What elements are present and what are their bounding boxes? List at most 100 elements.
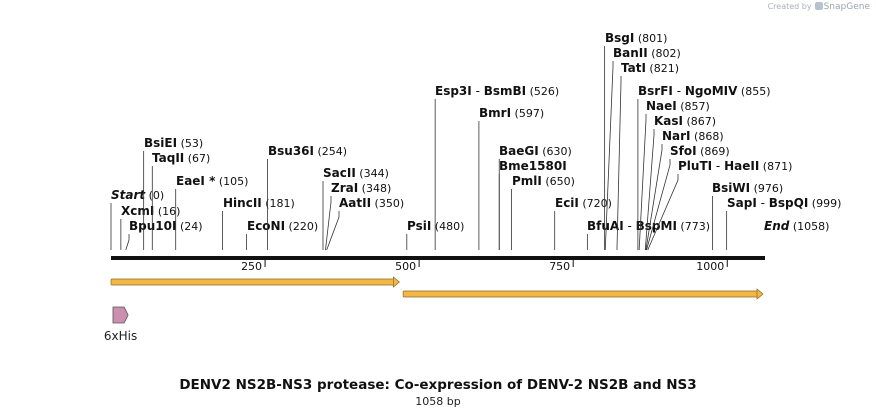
restriction-site-label[interactable]: BsiWI (976) [712,181,783,195]
map-title: DENV2 NS2B-NS3 protease: Co-expression o… [179,377,697,393]
feature-arrowhead[interactable] [756,288,764,300]
enzyme-name: BsrFI [638,84,673,98]
his-tag-feature[interactable] [112,306,129,324]
restriction-site-label[interactable]: NaeI (857) [646,99,710,113]
cut-position: (868) [691,130,724,143]
enzyme-name: HaeII [724,159,759,173]
feature-arrowhead[interactable] [393,276,400,288]
cut-position: (801) [634,32,667,45]
cut-position: (0) [145,189,164,202]
restriction-site-label[interactable]: BmrI (597) [479,106,544,120]
enzyme-name: BaeGI [499,144,539,158]
restriction-site-label[interactable]: KasI (867) [654,114,716,128]
ruler-tick-label: 250 [241,260,262,273]
cut-position: (348) [358,182,391,195]
credit-prefix: Created by [767,2,812,11]
restriction-site-label[interactable]: PluTI - HaeII (871) [678,159,792,173]
restriction-site-label[interactable]: BsrFI - NgoMIV (855) [638,84,771,98]
restriction-site-label[interactable]: End (1058) [764,219,829,233]
cut-position: (597) [511,107,544,120]
restriction-site-label[interactable]: SfoI (869) [670,144,730,158]
cut-position: (630) [539,145,572,158]
ruler-tick-label: 750 [549,260,570,273]
sequence-backbone [111,256,765,260]
cut-position: (480) [431,220,464,233]
cut-position: (869) [697,145,730,158]
cut-position: (67) [184,152,210,165]
enzyme-name: HincII [223,196,262,210]
restriction-site-label[interactable]: BfuAI - BspMI (773) [587,219,710,233]
cut-position: (871) [759,160,792,173]
enzyme-name: Bsu36I [268,144,314,158]
enzyme-name: KasI [654,114,683,128]
restriction-site-label[interactable]: XcmI (16) [121,204,180,218]
enzyme-name: NarI [662,129,691,143]
enzyme-name: PluTI [678,159,712,173]
site-separator: - [624,219,636,233]
his-tag-label: 6xHis [104,329,137,343]
cut-site-line [326,211,340,251]
site-separator: - [673,84,685,98]
enzyme-name: BspMI [636,219,677,233]
restriction-site-label[interactable]: SacII (344) [323,166,389,180]
enzyme-name: NaeI [646,99,677,113]
enzyme-name: SfoI [670,144,697,158]
enzyme-name: PmlI [512,174,542,188]
restriction-site-label[interactable]: Start (0) [111,188,164,202]
cut-position: (976) [750,182,783,195]
enzyme-name: SapI [727,196,757,210]
restriction-site-label[interactable]: TatI (821) [621,61,679,75]
cut-position: (1058) [789,220,829,233]
enzyme-name: NgoMIV [685,84,738,98]
restriction-site-label[interactable]: BaeGI (630) [499,144,572,158]
restriction-site-label[interactable]: Bsu36I (254) [268,144,347,158]
cut-site-line [125,234,130,251]
ruler-tick-label: 1000 [696,260,724,273]
cut-position: (821) [646,62,679,75]
cut-position: (254) [314,145,347,158]
enzyme-name: BsiWI [712,181,750,195]
restriction-site-label[interactable]: EaeI * (105) [176,174,248,188]
cut-position: (855) [737,85,770,98]
restriction-site-label[interactable]: AatII (350) [339,196,404,210]
restriction-site-label[interactable]: Bpu10I (24) [129,219,203,233]
restriction-site-label[interactable]: SapI - BspQI (999) [727,196,841,210]
cut-position: (773) [677,220,710,233]
restriction-site-label[interactable]: NarI (868) [662,129,724,143]
restriction-site-label[interactable]: EciI (720) [555,196,612,210]
restriction-site-label[interactable]: PmlI (650) [512,174,575,188]
enzyme-name: Bme1580I [499,159,567,173]
cut-position: (867) [683,115,716,128]
cut-position: (650) [542,175,575,188]
enzyme-name: EcoNI [247,219,285,233]
restriction-site-label[interactable]: BanII (802) [613,46,681,60]
enzyme-name: EciI [555,196,579,210]
restriction-site-label[interactable]: BsiEI (53) [144,136,203,150]
restriction-site-label[interactable]: PsiI (480) [407,219,464,233]
sequence-length: 1058 bp [415,395,461,408]
restriction-site-label[interactable]: Bme1580I [499,159,567,173]
cut-site-line [325,196,332,251]
site-separator: - [712,159,724,173]
enzyme-name: BspQI [769,196,809,210]
enzyme-name: End [764,219,790,233]
enzyme-name: BsgI [605,31,634,45]
enzyme-name: Bpu10I [129,219,176,233]
restriction-site-label[interactable]: ZraI (348) [331,181,391,195]
feature-arrow[interactable] [402,290,759,298]
restriction-site-label[interactable]: HincII (181) [223,196,295,210]
enzyme-name: TaqII [152,151,184,165]
enzyme-name: BmrI [479,106,511,120]
enzyme-name: PsiI [407,219,431,233]
restriction-site-label[interactable]: EcoNI (220) [247,219,318,233]
restriction-site-label[interactable]: TaqII (67) [152,151,210,165]
restriction-site-label[interactable]: Esp3I - BsmBI (526) [435,84,559,98]
enzyme-name: Start [111,188,146,202]
restriction-site-label[interactable]: BsgI (801) [605,31,667,45]
enzyme-name: XcmI [121,204,154,218]
cut-position: (220) [285,220,318,233]
enzyme-name: AatII [339,196,371,210]
feature-arrow[interactable] [110,278,395,286]
cut-position: (857) [677,100,710,113]
